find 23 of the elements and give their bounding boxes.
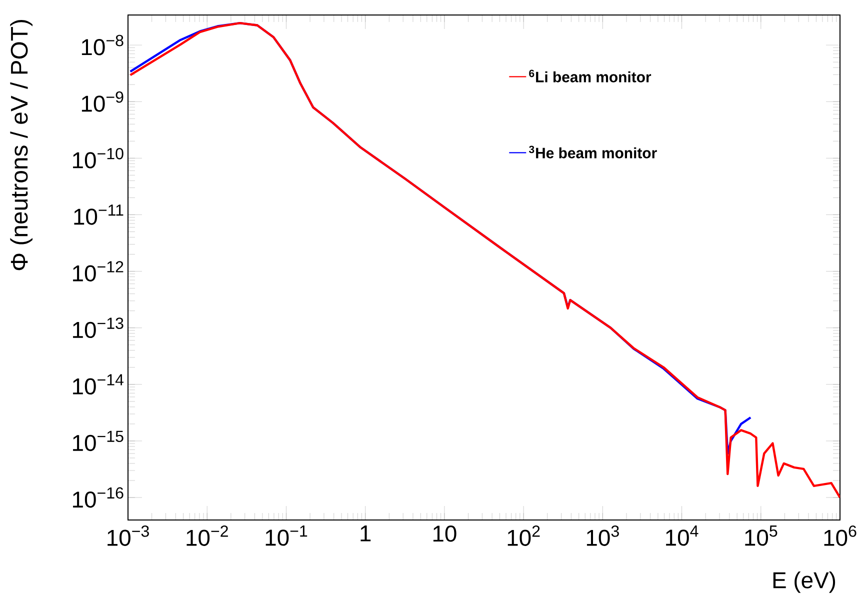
y-tick-label: 10$^{−13}$ — [73, 318, 124, 338]
x-tick-label: 10 — [433, 526, 456, 542]
y-tick-label: 10$^{−10}$ — [73, 148, 124, 168]
y-tick-label: 10$^{−14}$ — [73, 374, 124, 395]
y-tick-label: 10$^{−15}$ — [73, 430, 124, 452]
legend-label: $^{3}$He beam monitor — [528, 146, 657, 158]
y-tick-label: 10$^{−9}$ — [82, 91, 124, 112]
x-tick-label: 10$^{−1}$ — [266, 526, 308, 546]
x-tick-label: 10$^{4}$ — [666, 526, 698, 546]
y-tick-label: 10$^{−11}$ — [74, 204, 124, 225]
x-axis-title: E (eV) — [773, 572, 836, 593]
x-tick-label: 1 — [360, 526, 371, 542]
x-tick-label: 10$^{3}$ — [586, 526, 619, 546]
x-tick-label: 10$^{−2}$ — [186, 526, 228, 546]
x-tick-label: 10$^{5}$ — [745, 526, 778, 546]
y-axis-title: Φ (neutrons / eV / POT) — [10, 20, 32, 270]
y-tick-label: 10$^{−12}$ — [73, 261, 124, 282]
x-tick-label: 10$^{6}$ — [824, 526, 856, 546]
x-tick-label: 10$^{2}$ — [508, 526, 540, 546]
y-tick-label: 10$^{−8}$ — [82, 34, 124, 56]
x-tick-label: 10$^{−3}$ — [108, 526, 149, 546]
legend-label: $^{6}$Li beam monitor — [529, 70, 652, 82]
y-tick-label: 10$^{−16}$ — [73, 487, 124, 508]
